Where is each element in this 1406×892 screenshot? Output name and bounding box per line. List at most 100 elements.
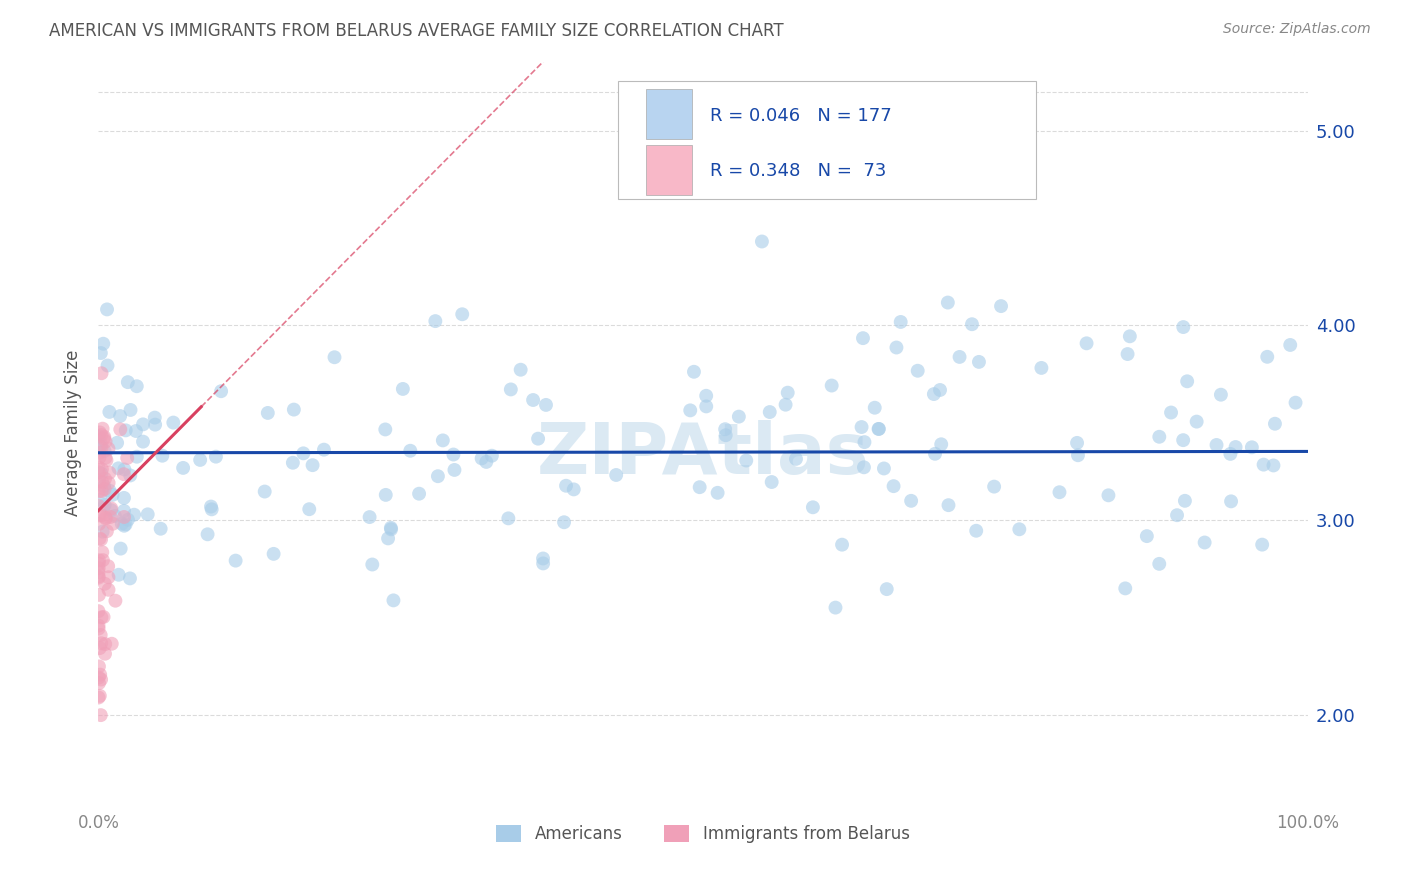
Point (775, 398, 797, 412)
Point (114, 423, 136, 437)
Point (751, 235, 773, 249)
Point (87, 465, 110, 479)
Point (1116, 347, 1139, 361)
Point (553, 515, 575, 529)
Point (112, 491, 135, 505)
Point (727, 409, 749, 424)
Point (758, 405, 780, 419)
Point (1205, 438, 1227, 452)
Point (87, 604, 110, 618)
Point (100, 501, 122, 516)
Point (96, 453, 118, 467)
Point (132, 434, 155, 449)
Point (93, 432, 115, 446)
Point (562, 483, 585, 497)
Point (87, 588, 110, 602)
Point (1253, 458, 1275, 472)
Point (481, 449, 503, 463)
Point (107, 461, 129, 475)
Point (960, 317, 983, 331)
Point (149, 522, 172, 536)
Point (94, 576, 117, 591)
Point (863, 401, 886, 415)
Point (93, 498, 115, 512)
Point (94, 434, 117, 449)
Point (382, 593, 405, 607)
Point (91, 553, 114, 567)
Point (283, 402, 305, 417)
Point (105, 435, 128, 450)
Point (1219, 447, 1241, 461)
Point (938, 498, 960, 512)
Point (90, 346, 112, 360)
Point (1166, 508, 1188, 523)
Point (125, 424, 148, 438)
Point (1220, 494, 1243, 508)
Point (1076, 336, 1098, 351)
Point (263, 547, 285, 561)
Point (298, 502, 321, 516)
Point (136, 508, 159, 522)
Point (94, 637, 117, 651)
Point (292, 446, 315, 460)
Point (735, 453, 758, 467)
Point (94, 511, 117, 525)
Point (90, 636, 112, 650)
Point (432, 434, 454, 448)
Point (89, 641, 111, 656)
Point (87, 622, 110, 636)
Point (90, 508, 112, 523)
Point (886, 341, 908, 355)
Point (94, 472, 117, 486)
Point (112, 462, 135, 476)
Point (1008, 522, 1031, 536)
Point (876, 582, 898, 596)
Point (107, 567, 129, 582)
FancyBboxPatch shape (647, 89, 692, 139)
Point (93, 443, 115, 458)
Point (1136, 529, 1159, 543)
Point (209, 384, 232, 399)
Point (256, 406, 278, 420)
Point (1160, 405, 1182, 419)
Point (851, 420, 873, 434)
Point (87, 484, 110, 499)
Point (1256, 350, 1278, 364)
Text: R = 0.046   N = 177: R = 0.046 N = 177 (710, 107, 891, 125)
Point (531, 551, 554, 566)
Point (150, 449, 173, 463)
Point (89, 439, 111, 453)
Point (90, 428, 112, 442)
Point (101, 516, 124, 531)
Point (89, 508, 111, 523)
Point (1066, 436, 1088, 450)
Point (112, 518, 135, 533)
Point (98, 405, 121, 419)
Point (873, 461, 896, 475)
Point (761, 475, 783, 489)
Point (929, 437, 952, 451)
Point (118, 571, 141, 585)
Point (301, 458, 323, 472)
Point (89, 492, 111, 507)
Point (111, 516, 134, 531)
Point (498, 511, 520, 525)
Point (90, 610, 112, 624)
Point (374, 488, 396, 502)
FancyBboxPatch shape (619, 81, 1035, 200)
Point (94, 647, 117, 661)
Point (162, 416, 184, 430)
Point (1031, 360, 1053, 375)
Point (929, 383, 952, 397)
Point (821, 378, 844, 392)
Point (112, 504, 135, 518)
Point (907, 364, 929, 378)
Point (98, 483, 121, 498)
Point (1149, 557, 1171, 571)
Point (110, 541, 132, 556)
Point (87, 561, 110, 575)
Text: Source: ZipAtlas.com: Source: ZipAtlas.com (1223, 22, 1371, 37)
Point (104, 508, 127, 523)
Point (89, 689, 111, 703)
Point (100, 637, 122, 651)
